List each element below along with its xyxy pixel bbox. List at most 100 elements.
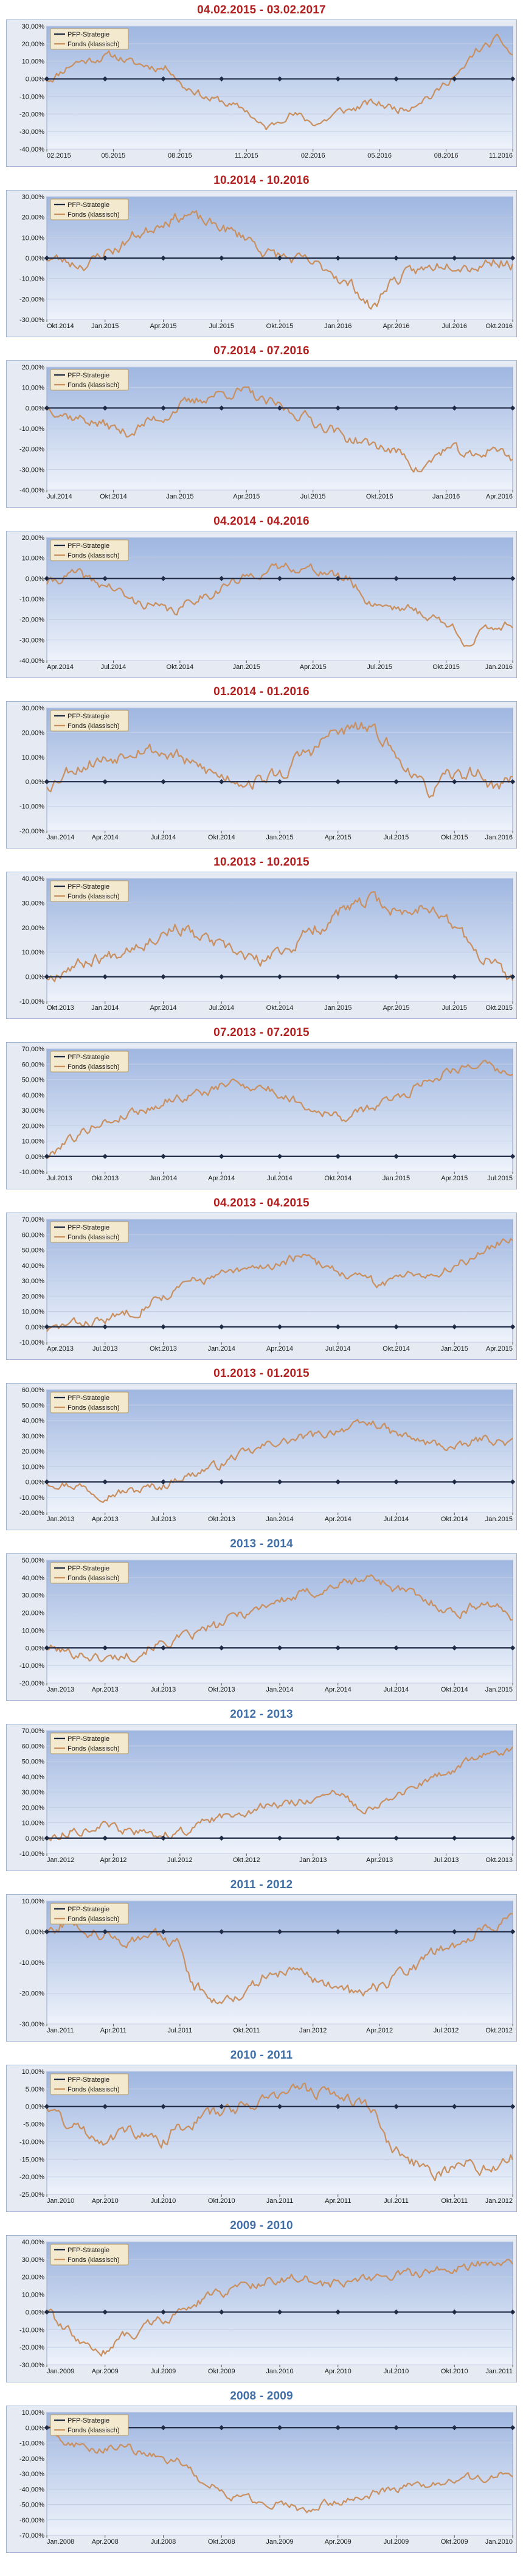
legend: PFP-Strategie Fonds (klassisch) [50,1732,129,1754]
x-tick-label: Jan.2013 [47,1686,74,1693]
legend-label-pfp: PFP-Strategie [68,1735,109,1743]
x-tick-label: 11.2016 [489,152,513,159]
pfp-marker [277,76,283,82]
chart-frame: 30,00% 20,00% 10,00% 0,00% -10,00% -20,00% Jan… [6,701,517,849]
y-tick-label: -10,00% [19,2440,44,2448]
y-tick-label: 10,00% [22,234,45,242]
y-tick-label: -10,00% [19,1959,44,1967]
x-tick-label: Apr.2013 [366,1857,393,1864]
series-fonds-line [46,721,513,799]
pfp-marker [277,576,283,581]
x-tick-label: Apr.2014 [47,663,74,671]
y-tick-label: -10,00% [19,1662,44,1670]
x-tick-label: Okt.2012 [233,1857,260,1864]
pfp-marker [510,255,516,261]
x-tick-label: Jan.2016 [324,323,352,330]
y-tick-label: 0,00% [26,1153,44,1161]
x-tick-label: Jul.2008 [151,2538,176,2546]
x-tick-label: Okt.2013 [150,1345,177,1353]
y-tick-label: 10,00% [22,555,45,562]
x-tick-label: 08.2015 [168,152,192,159]
x-tick-label: Jul.2014 [101,663,126,671]
x-tick-label: Okt.2013 [208,1516,235,1523]
pfp-marker [161,2309,166,2315]
legend-label-pfp: PFP-Strategie [68,31,109,38]
x-tick-label: Jan.2009 [266,2538,293,2546]
x-tick-label: Jan.2015 [266,834,293,841]
line-chart: 30,00% 20,00% 10,00% 0,00% -10,00% -20,00% -30… [19,23,516,159]
legend-box [50,1562,129,1584]
legend-label-pfp: PFP-Strategie [68,1395,109,1402]
y-tick-label: 10,00% [22,2068,45,2076]
x-tick-label: Jul.2014 [325,1345,351,1353]
x-tick-label: Jan.2012 [485,2197,513,2205]
chart-title: 10.2014 - 10.2016 [213,174,310,187]
x-tick-label: Apr.2011 [100,2027,126,2034]
series-fonds-line [46,1746,513,1841]
series-fonds-line [46,1060,513,1159]
legend-label-fonds: Fonds (klassisch) [68,1063,120,1071]
legend-label-pfp: PFP-Strategie [68,542,109,550]
x-tick-label: Jan.2012 [47,1857,74,1864]
y-tick-label: 50,00% [22,1557,45,1564]
series-fonds-line [46,2258,513,2357]
x-tick-label: Jul.2013 [151,1516,176,1523]
legend-box [50,2073,129,2095]
x-tick-label: Jan.2015 [485,1686,513,1693]
y-tick-label: 20,00% [22,2274,45,2281]
chart-panel: 2009 - 2010 40,00% 30,00% 20,00% 10,00% 0,00%… [0,2216,523,2386]
pfp-marker [102,76,108,82]
x-tick-label: Apr.2008 [92,2538,119,2546]
x-tick-label: Jul.2015 [487,1175,513,1182]
x-tick-label: Okt.2013 [91,1175,119,1182]
y-tick-label: 40,00% [22,1774,45,1781]
y-tick-label: 10,00% [22,2292,45,2299]
x-tick-label: Okt.2012 [485,2027,513,2034]
legend-label-fonds: Fonds (klassisch) [68,1234,120,1241]
y-tick-label: -20,00% [19,2455,44,2463]
x-tick-label: Okt.2016 [485,323,513,330]
x-tick-label: Okt.2009 [208,2368,235,2375]
chart-frame: 70,00% 60,00% 50,00% 40,00% 30,00% 20,00% 10,0… [6,1042,517,1189]
x-tick-label: Apr.2015 [441,1175,468,1182]
y-tick-label: -30,00% [19,466,44,474]
y-tick-label: 50,00% [22,1077,45,1084]
y-tick-label: -50,00% [19,2502,44,2509]
pfp-marker [277,1835,283,1841]
x-tick-label: Okt.2014 [441,1686,468,1693]
pfp-marker [277,1324,283,1329]
x-tick-label: 05.2016 [367,152,392,159]
chart-frame: 10,00% 0,00% -10,00% -20,00% -30,00% -40,00% -… [6,2406,517,2553]
legend-box [50,1391,129,1413]
pfp-marker [219,1153,224,1159]
pfp-marker [161,1835,166,1841]
y-tick-label: 20,00% [22,534,45,542]
chart-panel: 04.2013 - 04.2015 70,00% 60,00% 50,00% 40,00… [0,1193,523,1363]
y-tick-label: 0,00% [26,2104,44,2111]
legend-label-pfp: PFP-Strategie [68,372,109,379]
x-tick-label: Jul.2015 [209,323,234,330]
x-tick-label: Apr.2010 [325,2368,352,2375]
x-tick-label: Jul.2009 [151,2368,176,2375]
x-tick-label: Jan.2014 [91,1004,119,1012]
legend-label-fonds: Fonds (klassisch) [68,1404,120,1412]
pfp-marker [161,255,166,261]
legend: PFP-Strategie Fonds (klassisch) [50,369,129,391]
pfp-marker [102,255,108,261]
legend: PFP-Strategie Fonds (klassisch) [50,198,129,220]
pfp-marker [393,255,399,261]
pfp-marker [510,779,516,785]
x-tick-label: Jul.2012 [434,2027,459,2034]
legend-box [50,880,129,902]
y-tick-label: 10,00% [22,949,45,956]
pfp-marker [102,2309,108,2315]
pfp-marker [335,779,341,785]
pfp-marker [161,779,166,785]
y-tick-label: -10,00% [19,596,44,603]
x-tick-label: Okt.2014 [47,323,74,330]
x-tick-label: Apr.2009 [92,2368,119,2375]
y-tick-label: 10,00% [22,58,45,66]
pfp-marker [277,779,283,785]
line-chart: 40,00% 30,00% 20,00% 10,00% 0,00% -10,00% -20,… [19,2239,516,2375]
y-tick-label: 0,00% [26,1835,44,1843]
